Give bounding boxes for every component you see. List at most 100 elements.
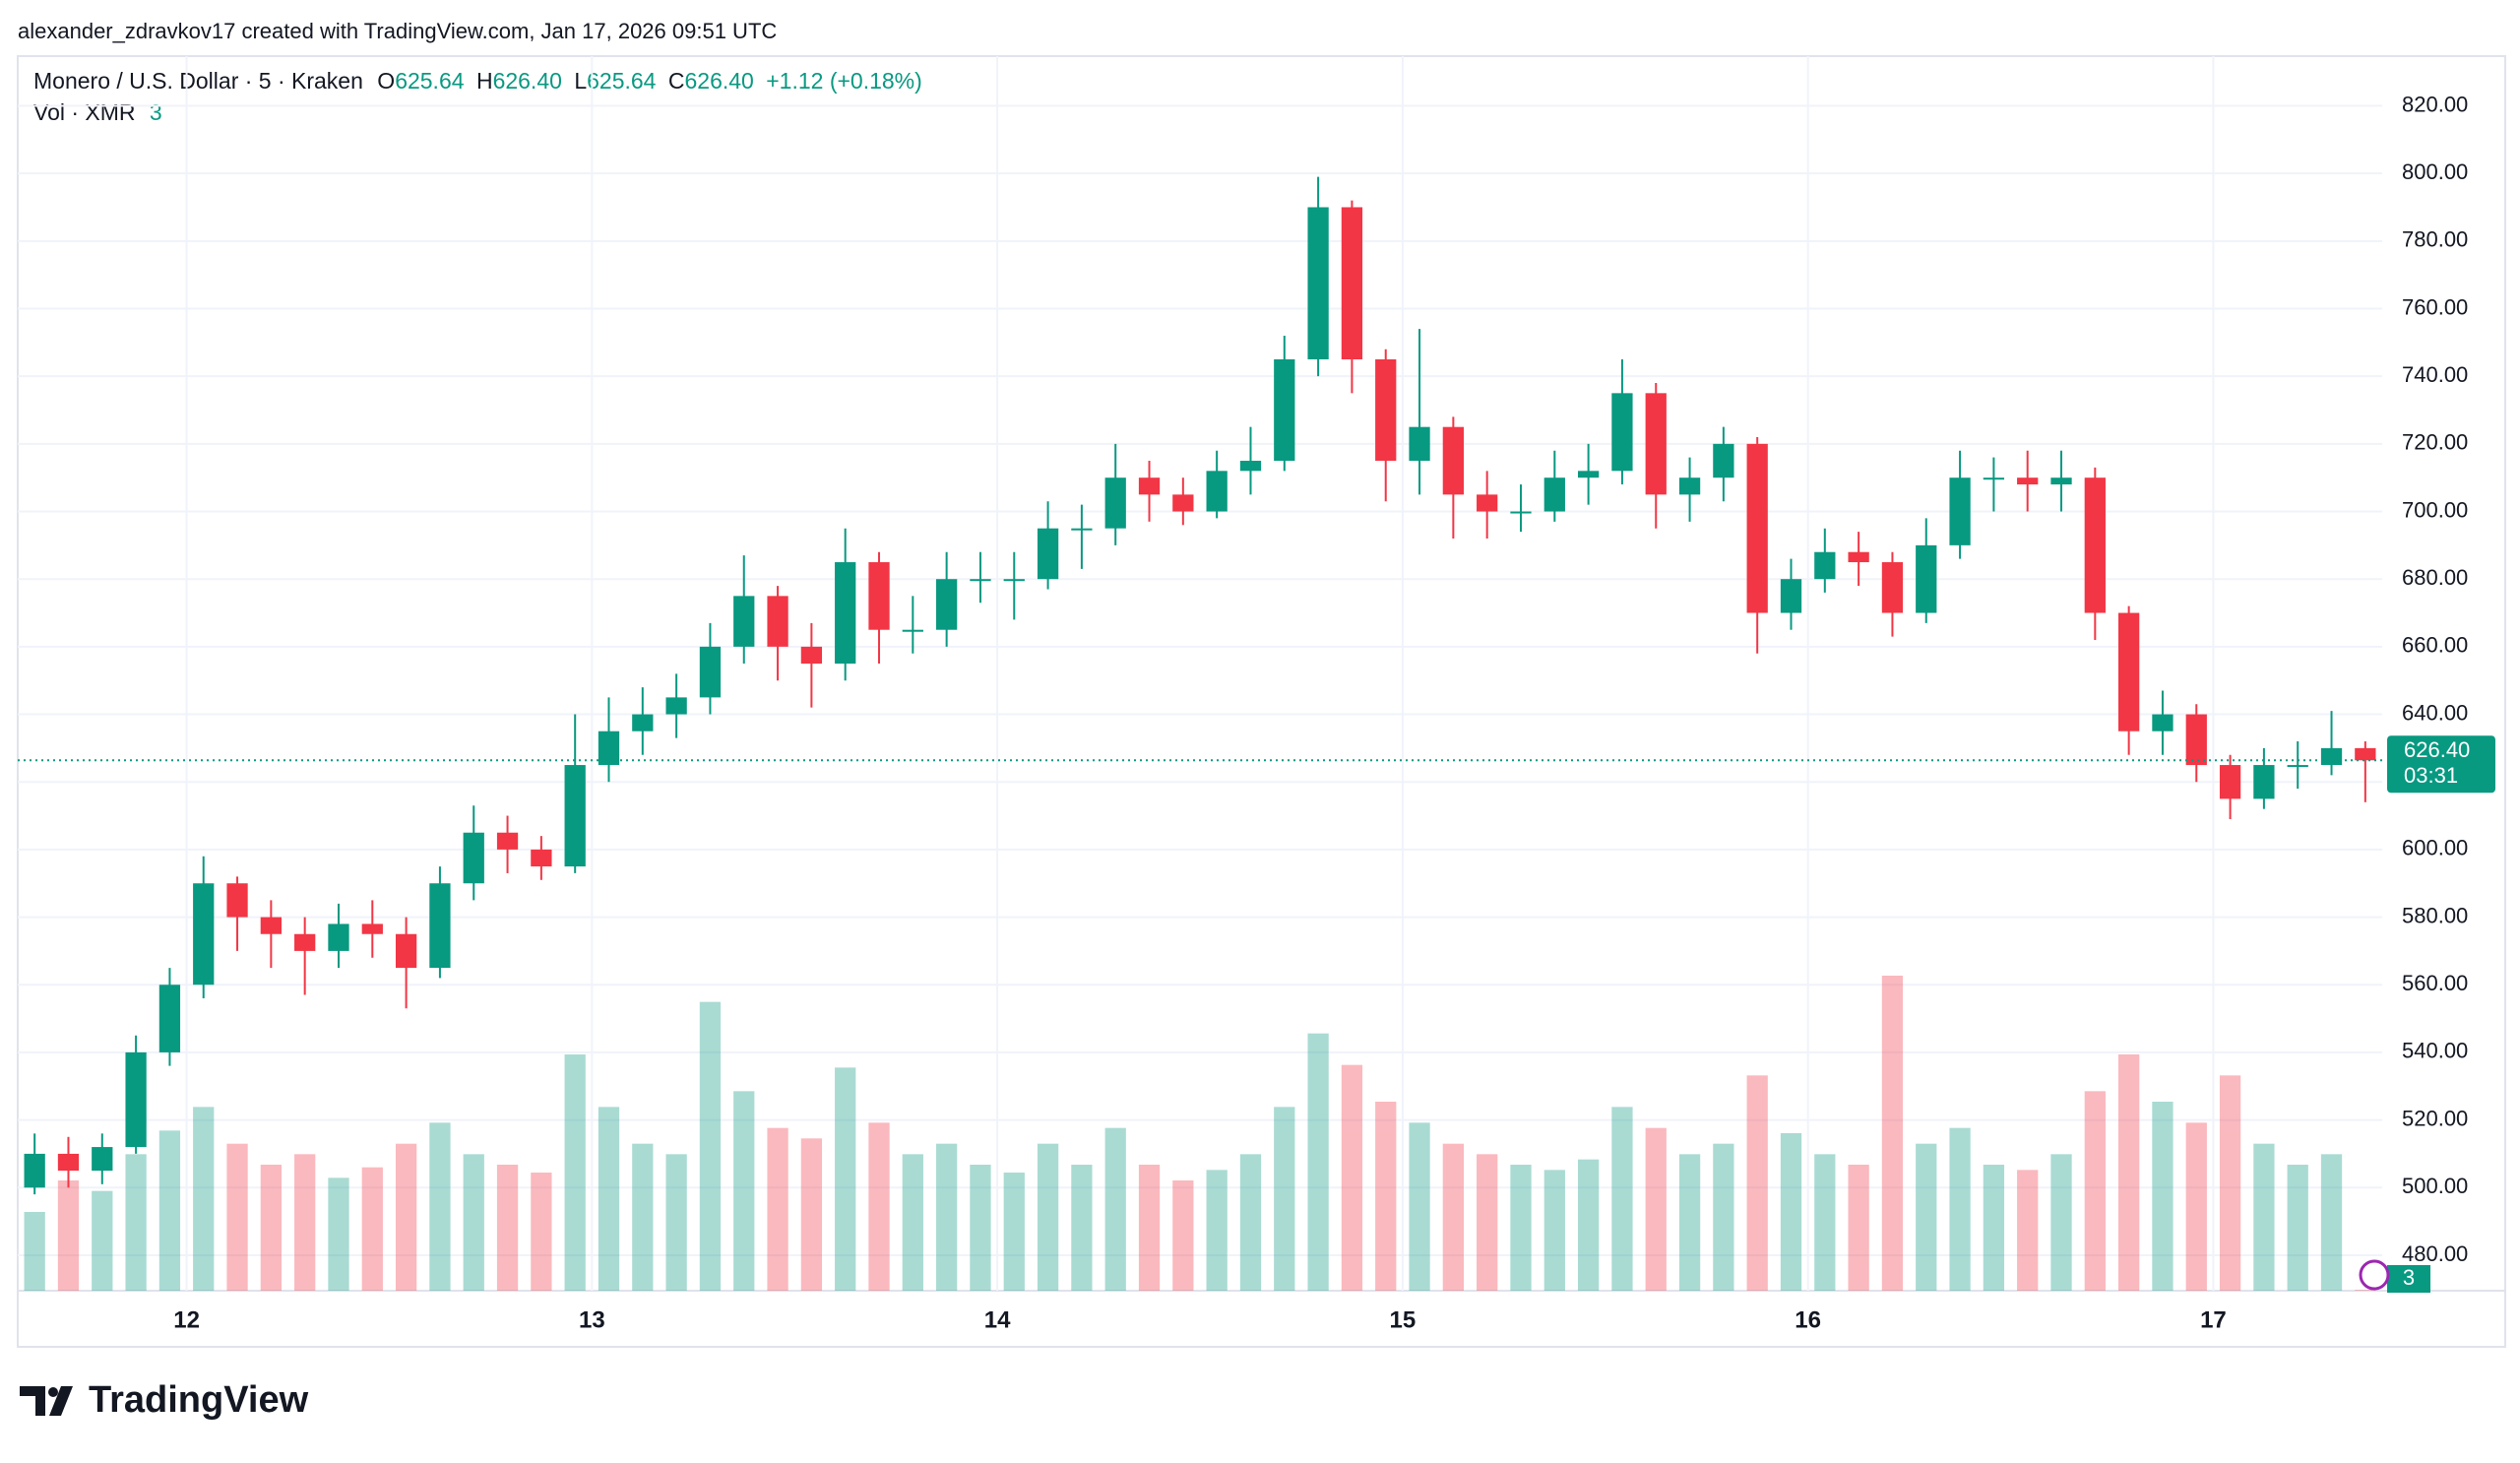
candle-body <box>902 629 923 632</box>
volume-bar <box>328 1177 349 1291</box>
volume-bar <box>1916 1143 1937 1291</box>
candle-body <box>699 646 722 698</box>
y-tick-label: 720.00 <box>2402 430 2468 455</box>
candle-body <box>2219 765 2241 799</box>
volume-bar <box>1138 1165 1161 1291</box>
legend-line: Monero / U.S. Dollar · 5 · Kraken O625.6… <box>33 68 922 94</box>
volume-bar <box>361 1167 383 1291</box>
h-value: 626.40 <box>493 68 562 94</box>
candle-body <box>1780 579 1802 613</box>
x-tick-label: 14 <box>984 1306 1011 1333</box>
candle-body <box>294 933 316 951</box>
y-tick-label: 500.00 <box>2402 1174 2468 1198</box>
candle-body <box>665 697 687 715</box>
volume-bar <box>1881 976 1904 1291</box>
candle-body <box>92 1147 113 1172</box>
candle-body <box>2152 714 2174 732</box>
candle-body <box>2050 477 2072 485</box>
candle-body <box>1274 359 1295 462</box>
y-tick-label: 600.00 <box>2402 836 2468 860</box>
volume-bar <box>1071 1165 1093 1291</box>
candle-body <box>868 562 890 630</box>
volume-bar <box>1274 1107 1295 1291</box>
candle-body <box>1341 207 1363 360</box>
volume-bar <box>1172 1180 1194 1291</box>
candle-body <box>226 883 248 918</box>
candle-body <box>632 714 654 732</box>
l-value: 625.64 <box>587 68 657 94</box>
last-price-label: 626.40 <box>2404 737 2470 762</box>
candle-body <box>2320 747 2343 766</box>
y-tick-label: 740.00 <box>2402 362 2468 387</box>
volume-bar <box>294 1154 316 1291</box>
candle-body <box>1510 511 1532 514</box>
candle-body <box>1949 477 1971 545</box>
candle-body <box>1172 494 1194 512</box>
candle-body <box>1239 461 1262 472</box>
volume-bar <box>1577 1159 1600 1291</box>
volume-bar <box>835 1067 856 1291</box>
y-tick-label: 480.00 <box>2402 1241 2468 1266</box>
logo: TradingView <box>20 1379 309 1421</box>
candle-body <box>1104 477 1126 529</box>
candle-body <box>1814 551 1836 580</box>
logo-icon <box>20 1386 73 1416</box>
candle-body <box>564 765 586 867</box>
volume-bar <box>496 1165 519 1291</box>
logo-dot <box>48 1387 58 1397</box>
x-tick-label: 12 <box>173 1306 200 1333</box>
logo-text: TradingView <box>89 1379 309 1421</box>
candle-body <box>598 731 620 766</box>
candle-body <box>1375 359 1397 462</box>
volume-bar <box>936 1143 958 1291</box>
candle-body <box>496 832 519 850</box>
candle-body <box>1544 477 1565 512</box>
y-tick-label: 800.00 <box>2402 159 2468 184</box>
volume-bar <box>1307 1033 1329 1291</box>
candle-body <box>1206 471 1228 512</box>
y-tick-label: 780.00 <box>2402 227 2468 252</box>
volume-bar <box>1780 1133 1802 1291</box>
volume-bar <box>1239 1154 1262 1291</box>
volume-bar <box>632 1143 654 1291</box>
volume-bar <box>1037 1143 1059 1291</box>
candle-body <box>395 933 417 969</box>
volume-bar <box>1848 1165 1869 1291</box>
candle-body <box>193 883 215 986</box>
volume-bar <box>1442 1143 1464 1291</box>
volume-bar <box>1206 1170 1228 1291</box>
volume-bar <box>2219 1075 2241 1291</box>
candle-body <box>2084 477 2106 613</box>
volume-bar <box>260 1165 282 1291</box>
candle-body <box>463 832 484 884</box>
candle-body <box>1071 528 1093 531</box>
candle-body <box>936 579 958 630</box>
volume-bar <box>125 1154 147 1291</box>
candle-body <box>733 596 755 647</box>
volume-bar <box>2017 1170 2039 1291</box>
candle-body <box>24 1153 45 1188</box>
volume-bar <box>564 1054 586 1291</box>
candle-body <box>1983 477 2005 480</box>
volume-bar <box>1983 1165 2005 1291</box>
vol-legend: Vol · XMR 3 <box>33 99 162 125</box>
y-tick-label: 560.00 <box>2402 971 2468 995</box>
volume-bar <box>1949 1127 1971 1291</box>
volume-bar <box>1375 1102 1397 1291</box>
candle-body <box>260 917 282 934</box>
symbol: Monero / U.S. Dollar · 5 · Kraken <box>33 68 363 94</box>
volume-bar <box>1409 1122 1430 1291</box>
candle-body <box>2287 765 2308 768</box>
candle-body <box>835 562 856 665</box>
volume-bar <box>1003 1173 1025 1291</box>
candle-body <box>1645 393 1667 495</box>
x-tick-label: 15 <box>1390 1306 1417 1333</box>
y-tick-label: 660.00 <box>2402 633 2468 658</box>
candle-body <box>1713 443 1734 478</box>
volume-tag <box>2387 1265 2430 1293</box>
volume-bar <box>1713 1143 1734 1291</box>
candle-body <box>970 579 991 582</box>
candle-body <box>2185 714 2207 766</box>
volume-bar <box>92 1190 113 1291</box>
